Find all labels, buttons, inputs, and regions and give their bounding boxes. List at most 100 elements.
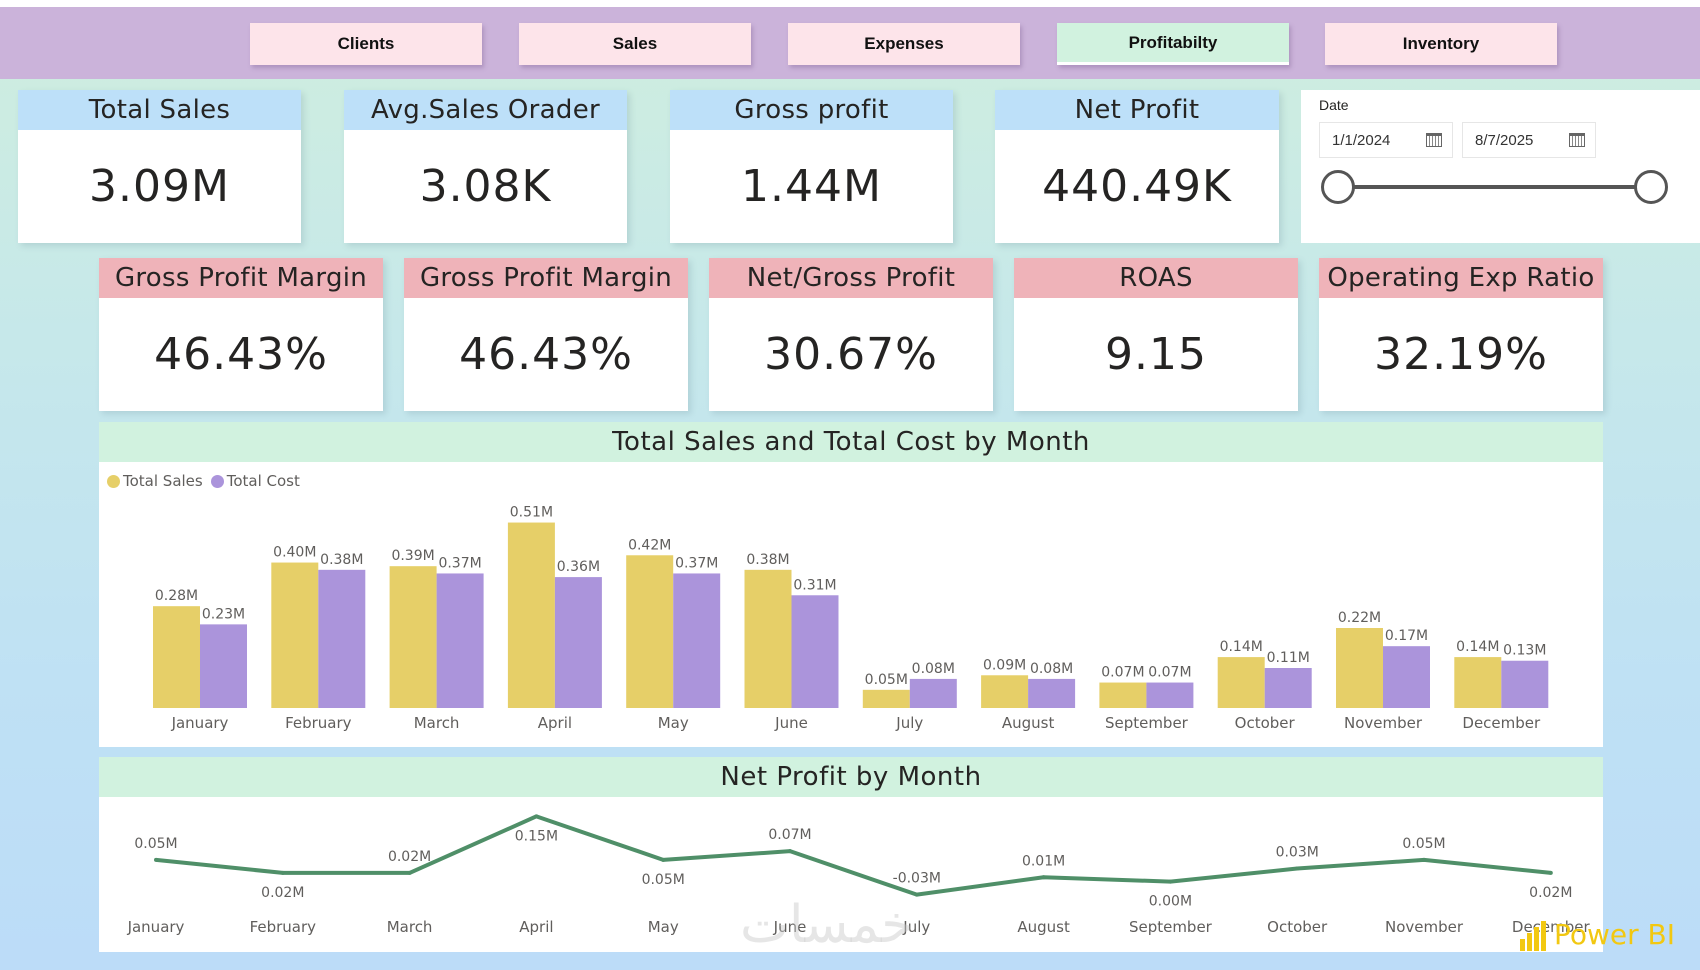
x-tick-label: August	[1017, 918, 1070, 936]
bar-data-label: 0.37M	[438, 555, 481, 571]
bar-data-label: 0.42M	[628, 537, 671, 553]
bar-data-label: 0.23M	[202, 606, 245, 622]
bar-data-label: 0.11M	[1267, 650, 1310, 666]
kpi-card-gross-profit-margin-2: Gross Profit Margin 46.43%	[404, 258, 688, 411]
line-point	[914, 892, 919, 897]
bar-sales	[862, 689, 910, 708]
nav-button-profitability[interactable]: Profitabilty	[1057, 23, 1289, 65]
line-data-label: 0.03M	[1276, 845, 1319, 861]
line-chart-title: Net Profit by Month	[99, 757, 1603, 797]
x-tick-label: May	[658, 714, 689, 732]
bar-data-label: 0.28M	[155, 588, 198, 604]
kpi-value: 46.43%	[154, 329, 328, 380]
bar-sales	[1217, 657, 1265, 708]
end-date-value: 8/7/2025	[1475, 131, 1534, 149]
nav-button-sales[interactable]: Sales	[519, 23, 751, 65]
start-date-input[interactable]: 1/1/2024	[1319, 122, 1453, 158]
x-tick-label: February	[250, 918, 317, 936]
x-tick-label: August	[1002, 714, 1055, 732]
line-point	[534, 814, 539, 819]
calendar-icon[interactable]	[1426, 133, 1442, 147]
legend-dot-cost-icon	[210, 474, 224, 488]
net-profit-chart-panel: Net Profit by Month 0.05M January 0.02M Feb…	[99, 757, 1603, 952]
line-data-label: 0.07M	[768, 827, 811, 843]
bar-cost	[791, 595, 839, 708]
line-point	[280, 870, 285, 875]
bar-cost	[200, 624, 247, 708]
bar-data-label: 0.36M	[557, 559, 600, 575]
kpi-value: 9.15	[1105, 329, 1207, 380]
kpi-title: Total Sales	[18, 90, 301, 130]
kpi-title: Net/Gross Profit	[709, 258, 993, 298]
x-tick-label: May	[648, 918, 679, 936]
kpi-title: ROAS	[1014, 258, 1298, 298]
nav-button-inventory[interactable]: Inventory	[1325, 23, 1557, 65]
line-point	[407, 870, 412, 875]
line-point	[1168, 879, 1173, 884]
bar-data-label: 0.07M	[1101, 665, 1144, 681]
line-point	[1548, 870, 1553, 875]
sales-cost-chart-panel: Total Sales and Total Cost by Month Tota…	[99, 422, 1603, 747]
nav-button-clients[interactable]: Clients	[250, 23, 482, 65]
bar-data-label: 0.39M	[391, 548, 434, 564]
line-data-label: 0.05M	[642, 872, 685, 888]
legend-label: Total Sales	[123, 472, 203, 490]
kpi-title: Avg.Sales Orader	[344, 90, 627, 130]
bar-cost	[673, 573, 721, 708]
bar-data-label: 0.07M	[1148, 665, 1191, 681]
powerbi-logo: Power BI	[1520, 918, 1675, 951]
kpi-title: Gross Profit Margin	[99, 258, 383, 298]
bar-data-label: 0.17M	[1385, 628, 1428, 644]
kpi-value: 3.08K	[419, 161, 552, 212]
line-data-label: 0.05M	[134, 836, 177, 852]
bar-data-label: 0.08M	[1030, 661, 1073, 677]
kpi-value: 46.43%	[459, 329, 633, 380]
legend-item-total-sales[interactable]: Total Sales	[107, 472, 203, 490]
line-data-label: 0.05M	[1402, 836, 1445, 852]
x-tick-label: March	[387, 918, 433, 936]
kpi-card-net-gross-profit: Net/Gross Profit 30.67%	[709, 258, 993, 411]
x-tick-label: July	[902, 918, 930, 936]
kpi-value: 32.19%	[1374, 329, 1548, 380]
powerbi-logo-text: Power BI	[1554, 918, 1676, 951]
date-range-track[interactable]	[1337, 185, 1647, 189]
line-point	[1295, 866, 1300, 871]
x-tick-label: September	[1105, 714, 1189, 732]
navigation-bar: Clients Sales Expenses Profitabilty Inve…	[0, 7, 1700, 79]
bar-data-label: 0.37M	[675, 555, 718, 571]
bar-sales	[626, 555, 674, 708]
bar-cost	[1501, 660, 1549, 708]
legend-label: Total Cost	[226, 472, 300, 490]
kpi-card-net-profit: Net Profit 440.49K	[995, 90, 1279, 243]
x-tick-label: October	[1267, 918, 1328, 936]
kpi-card-gross-profit-margin: Gross Profit Margin 46.43%	[99, 258, 383, 411]
bar-data-label: 0.22M	[1338, 610, 1381, 626]
calendar-icon[interactable]	[1569, 133, 1585, 147]
line-point	[788, 849, 792, 854]
bar-sales	[153, 606, 200, 708]
bar-sales	[389, 566, 437, 708]
nav-button-expenses[interactable]: Expenses	[788, 23, 1020, 65]
kpi-value: 1.44M	[741, 161, 882, 212]
x-tick-label: November	[1344, 714, 1423, 732]
end-date-input[interactable]: 8/7/2025	[1462, 122, 1596, 158]
net-profit-line	[155, 814, 1552, 897]
x-tick-label: July	[895, 714, 923, 732]
top-strip	[0, 0, 1700, 7]
kpi-card-total-sales: Total Sales 3.09M	[18, 90, 301, 243]
bar-sales	[271, 562, 319, 708]
bar-data-label: 0.14M	[1456, 639, 1499, 655]
line-data-label: 0.15M	[515, 828, 558, 844]
bar-cost	[1028, 678, 1076, 708]
kpi-title: Net Profit	[995, 90, 1279, 130]
bar-data-label: 0.31M	[793, 577, 836, 593]
date-range-end-handle[interactable]	[1634, 170, 1668, 204]
line-data-label: -0.03M	[893, 871, 941, 887]
start-date-value: 1/1/2024	[1332, 131, 1391, 149]
date-range-start-handle[interactable]	[1321, 170, 1355, 204]
bar-sales	[1454, 657, 1502, 708]
line-data-label: 0.02M	[388, 849, 431, 865]
bar-sales	[507, 522, 555, 708]
line-point	[1422, 857, 1426, 862]
legend-item-total-cost[interactable]: Total Cost	[210, 472, 300, 490]
